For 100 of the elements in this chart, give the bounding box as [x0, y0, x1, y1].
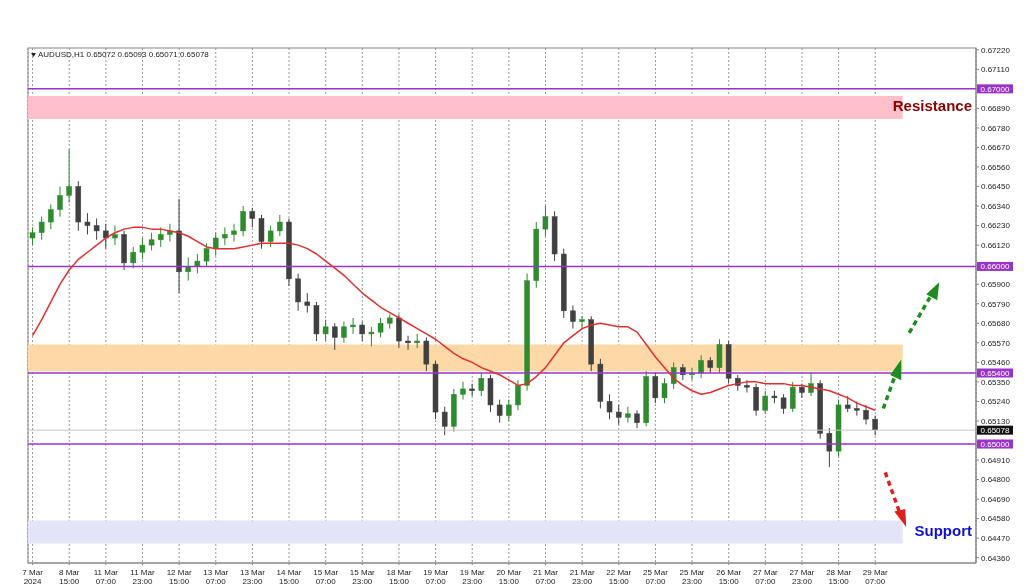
candlestick [625, 406, 631, 424]
candlestick [48, 203, 54, 230]
candlestick [570, 305, 576, 330]
x-tick-label: 13 Mar 07:00 [203, 568, 229, 586]
candlestick [441, 406, 448, 436]
candlestick [542, 205, 549, 237]
y-tick-label: 0.67220 [981, 45, 1011, 55]
y-tick-label: 0.64470 [981, 533, 1011, 543]
text: Resistance [892, 97, 972, 116]
candlestick [304, 292, 311, 314]
candlestick [396, 313, 402, 349]
candlestick [341, 320, 347, 344]
x-tick-label: 15 Mar 23:00 [349, 568, 376, 586]
candlestick [744, 379, 750, 394]
y-tick-label: 0.66890 [981, 104, 1011, 114]
candlestick [460, 381, 466, 401]
candlestick [249, 207, 256, 228]
x-tick-label: 11 Mar 07:00 [93, 568, 119, 586]
y-tick-label: 0.66340 [981, 201, 1011, 211]
candlestick [615, 404, 622, 425]
x-tick-label: 27 Mar 23:00 [789, 568, 815, 586]
candlestick [231, 223, 237, 243]
candlestick [203, 242, 210, 267]
candlestick [698, 354, 704, 379]
candlestick [295, 273, 301, 312]
y-tick-label: 0.67110 [981, 65, 1010, 75]
candlestick [157, 226, 164, 248]
candlestick [139, 237, 146, 260]
candlestick [93, 217, 100, 241]
candlestick [130, 246, 136, 269]
x-tick-label: 14 Mar 15:00 [276, 568, 302, 586]
candlestick [194, 253, 201, 275]
candlestick [103, 223, 109, 250]
candlestick [277, 214, 283, 237]
candlestick [368, 326, 375, 347]
y-tick-label: 0.65680 [981, 319, 1011, 329]
x-tick-label: 25 Mar 23:00 [679, 568, 705, 586]
y-tick-label: 0.64800 [981, 475, 1011, 485]
candlestick [167, 223, 173, 243]
y-tick-label: 0.66120 [981, 240, 1011, 250]
candlestick [112, 225, 118, 246]
candlestick [579, 315, 585, 330]
candlestick [240, 205, 246, 237]
candlestick [780, 393, 787, 415]
candlestick [826, 427, 833, 468]
x-tick-label: 15 Mar 07:00 [313, 568, 339, 586]
y-tick-label: 0.65900 [981, 280, 1011, 290]
candlestick [496, 399, 503, 424]
ref-line-label: 0.67000 [980, 84, 1011, 94]
y-tick-label: 0.65460 [981, 358, 1011, 368]
y-tick-label: 0.64910 [981, 455, 1011, 465]
y-tick-label: 0.65350 [981, 377, 1011, 387]
x-tick-label: 12 Mar 15:00 [166, 568, 192, 586]
x-tick-label: 22 Mar 15:00 [606, 568, 632, 586]
x-tick-label: 13 Mar 23:00 [239, 568, 266, 586]
candlestick [716, 338, 723, 374]
x-tick-label: 21 Mar 07:00 [533, 568, 559, 586]
candlestick [423, 336, 430, 372]
y-tick-label: 0.66230 [981, 221, 1011, 231]
x-tick-label: 19 Mar 07:00 [423, 568, 449, 586]
y-tick-label: 0.65570 [981, 338, 1011, 348]
candlestick [332, 322, 338, 351]
y-tick-label: 0.65240 [981, 397, 1011, 407]
candlestick [789, 381, 796, 413]
x-tick-label: 19 Mar 23:00 [459, 568, 486, 586]
x-tick-label: 26 Mar 15:00 [716, 568, 742, 586]
candlestick [753, 383, 759, 417]
ref-line-label: 0.65000 [980, 440, 1011, 450]
x-tick-label: 27 Mar 07:00 [752, 568, 779, 586]
x-tick-label: 8 Mar 15:00 [58, 568, 80, 586]
candlestick [799, 383, 805, 399]
x-tick-label: 29 Mar 07:00 [862, 568, 889, 586]
candlestick [515, 379, 521, 411]
ref-line-label: 0.65400 [980, 368, 1011, 378]
ref-line-label: 0.65078 [980, 426, 1011, 436]
y-tick-label: 0.66560 [981, 162, 1011, 172]
candlestick [872, 415, 878, 436]
candlestick [762, 390, 768, 415]
y-tick-label: 0.65130 [981, 416, 1011, 426]
candlestick [258, 214, 265, 250]
candlestick [38, 216, 45, 241]
candlestick [652, 372, 659, 404]
candlestick [322, 319, 329, 342]
y-tick-label: 0.66780 [981, 123, 1011, 133]
candlestick [84, 212, 91, 235]
y-tick-label: 0.66450 [981, 182, 1011, 192]
x-tick-label: 21 Mar 23:00 [569, 568, 595, 586]
candlestick [606, 393, 613, 420]
ref-line-label: 0.66000 [980, 262, 1011, 272]
text: Support [914, 521, 972, 540]
candlestick [359, 320, 365, 342]
candlestick [377, 317, 384, 338]
x-tick-label: 20 Mar 15:00 [496, 568, 522, 586]
y-tick-label: 0.64690 [981, 494, 1011, 504]
candlestick [405, 335, 411, 351]
candlestick [506, 399, 512, 422]
x-tick-label: 28 Mar 15:00 [826, 568, 852, 586]
y-tick-label: 0.66670 [981, 143, 1011, 153]
y-tick-label: 0.64580 [981, 514, 1011, 524]
y-tick-label: 0.65790 [981, 299, 1011, 309]
